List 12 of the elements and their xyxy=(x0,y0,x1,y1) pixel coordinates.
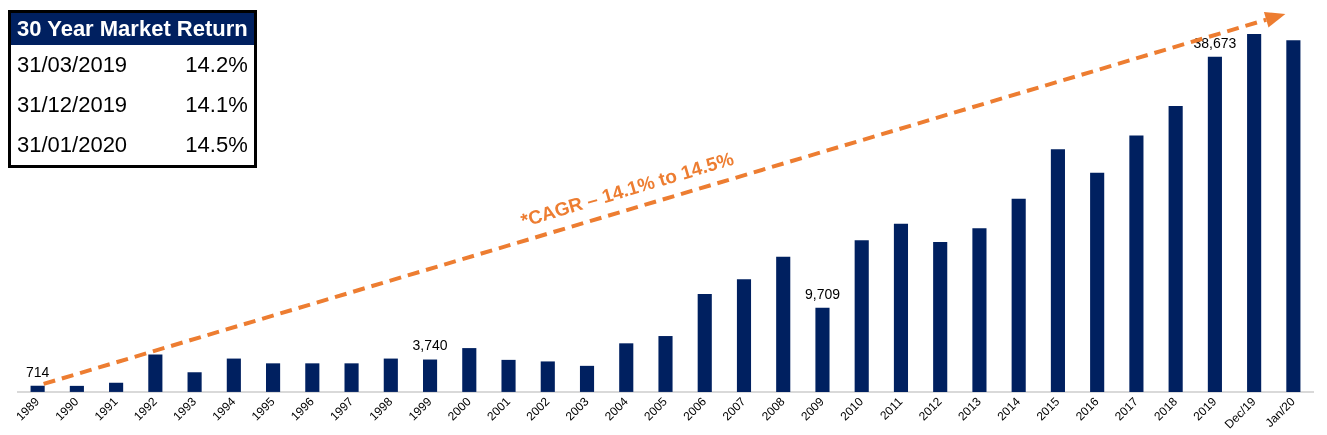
annotation: 14.5% xyxy=(184,131,249,159)
annotation: 31/12/2019 xyxy=(16,91,129,119)
annotation: 31/03/2019 xyxy=(16,51,129,79)
data-label: 3,740 xyxy=(412,337,448,354)
annotation: *CAGR – 14.1% to 14.5% xyxy=(518,148,736,233)
data-label: 38,673 xyxy=(1193,34,1237,51)
annotation: 14.1% xyxy=(184,91,249,119)
annotation: 31/01/2020 xyxy=(16,131,129,159)
data-label: 9,709 xyxy=(804,285,841,302)
annotation: 14.2% xyxy=(184,51,249,79)
data-label: 714 xyxy=(25,363,50,380)
annotation: 30 Year Market Return xyxy=(9,11,256,45)
